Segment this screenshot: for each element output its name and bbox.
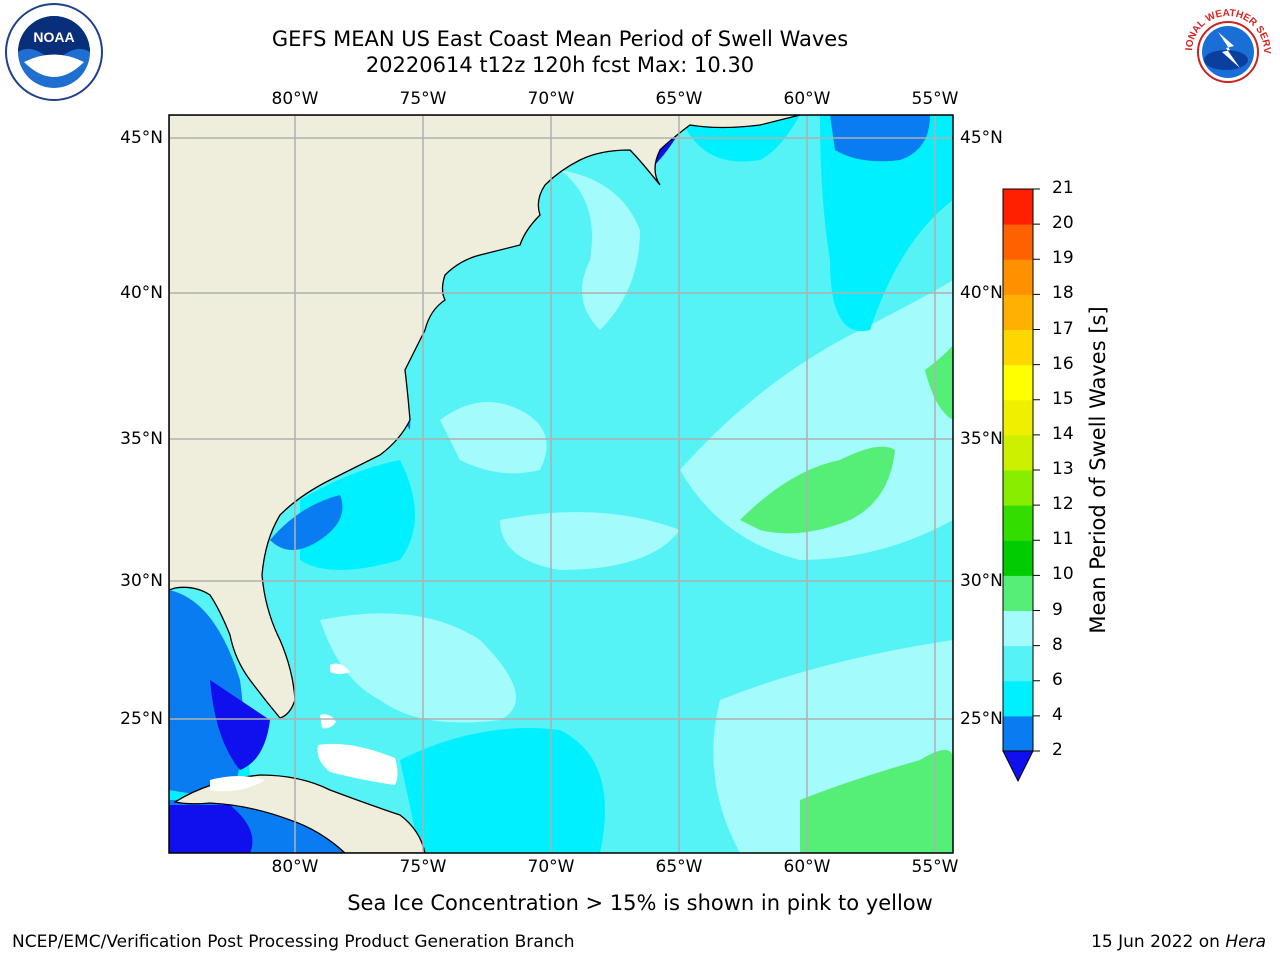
lat-label: 35°N	[960, 429, 1003, 449]
lon-label: 80°W	[271, 89, 319, 109]
chart-subtitle: 20220614 t12z 120h fcst Max: 10.30	[365, 53, 755, 77]
lat-lon-grid	[169, 115, 953, 853]
land-cuba	[173, 774, 426, 853]
lon-label: 55°W	[911, 89, 959, 109]
footer-machine: Hera	[1225, 932, 1266, 952]
swell-lt2-region	[210, 680, 270, 770]
colorbar-segment	[1003, 189, 1033, 225]
lat-label: 25°N	[120, 709, 163, 729]
colorbar-tick-label: 8	[1052, 634, 1063, 655]
colorbar-tick-label: 18	[1052, 283, 1074, 304]
footer-credit: NCEP/EMC/Verification Post Processing Pr…	[12, 932, 575, 952]
swell-8-9-region	[560, 170, 640, 330]
lat-label: 30°N	[960, 571, 1003, 591]
swell-9-10-region	[800, 750, 953, 853]
lat-label: 30°N	[120, 571, 163, 591]
lat-label: 45°N	[960, 128, 1003, 148]
lat-label: 40°N	[120, 283, 163, 303]
colorbar-tick-label: 17	[1052, 318, 1074, 339]
colorbar-segment	[1003, 434, 1033, 471]
lon-label: 70°W	[527, 89, 575, 109]
swell-8-9-region	[320, 613, 516, 723]
noaa-logo-text: NOAA	[33, 29, 74, 45]
colorbar-tick-label: 9	[1052, 599, 1063, 620]
swell-8-9-region	[500, 512, 680, 570]
colorbar-segment	[1003, 645, 1033, 682]
lon-label: 75°W	[399, 857, 447, 877]
colorbar-tick-label: 11	[1052, 529, 1074, 550]
no-data-bahamas	[317, 743, 398, 785]
colorbar-segment	[1003, 470, 1033, 506]
land-north-america	[169, 115, 801, 719]
colorbar-tick-label: 13	[1052, 459, 1074, 479]
colorbar-segment	[1003, 610, 1033, 647]
swell-8-9-region	[680, 280, 953, 560]
colorbar-segment	[1003, 399, 1033, 436]
colorbar-tick-label: 2	[1052, 740, 1063, 760]
colorbar-underflow-triangle	[1002, 750, 1034, 783]
lon-label: 80°W	[271, 857, 319, 877]
noaa-logo: NOAA	[5, 3, 103, 101]
swell-2-4-region	[169, 590, 244, 800]
swell-4-6-region	[820, 115, 953, 332]
lon-label: 65°W	[655, 89, 703, 109]
footer-date-text: 15 Jun 2022 on	[1091, 932, 1226, 952]
colorbar-segment	[1003, 715, 1033, 752]
colorbar-segment	[1003, 224, 1033, 260]
colorbar-tick-label: 4	[1052, 704, 1063, 725]
no-data-bahamas	[330, 663, 350, 674]
colorbar-tick-label: 15	[1052, 388, 1074, 409]
map-frame	[168, 114, 954, 854]
colorbar-tick-label: 20	[1052, 213, 1074, 234]
lon-label: 60°W	[783, 89, 831, 109]
swell-8-9-region	[440, 402, 547, 474]
lon-label: 75°W	[399, 89, 447, 109]
colorbar-segment	[1003, 364, 1033, 401]
colorbar-segment	[1003, 540, 1033, 576]
colorbar-segment	[1003, 259, 1033, 295]
swell-2-4-region	[270, 495, 343, 550]
colorbar-segment	[1003, 680, 1033, 717]
no-data-bahamas	[320, 714, 336, 729]
colorbar-tick-label: 16	[1052, 353, 1074, 374]
swell-9-10-region	[740, 446, 895, 534]
no-data-florida-bay	[210, 776, 265, 792]
swell-4-6-region	[400, 728, 605, 853]
colorbar-label: Mean Period of Swell Waves [s]	[1086, 306, 1110, 634]
lon-label: 60°W	[783, 857, 831, 877]
swell-9-10-region	[925, 345, 953, 420]
colorbar-segment	[1003, 505, 1033, 541]
colorbar-tick-label: 12	[1052, 494, 1074, 515]
colorbar-tick-label: 19	[1052, 248, 1074, 269]
colorbar-tick-label: 14	[1052, 423, 1074, 444]
colorbar-segment	[1003, 329, 1033, 366]
colorbar-tick-label: 21	[1052, 178, 1074, 198]
colorbar-segment	[1003, 294, 1033, 330]
nws-logo: NATIONAL WEATHER SERVICE	[1178, 2, 1276, 100]
lon-label: 70°W	[527, 857, 575, 877]
sea-ice-note: Sea Ice Concentration > 15% is shown in …	[347, 891, 933, 915]
swell-4-6-region	[300, 460, 415, 570]
colorbar-segment	[1003, 575, 1033, 611]
chart-title: GEFS MEAN US East Coast Mean Period of S…	[271, 27, 849, 51]
lat-label: 45°N	[120, 128, 163, 148]
colorbar-tick-label: 10	[1052, 564, 1074, 585]
lat-label: 35°N	[120, 429, 163, 449]
colorbar-tick-label: 6	[1052, 669, 1063, 690]
lat-label: 40°N	[960, 283, 1003, 303]
swell-lt2-region	[169, 805, 253, 853]
lon-label: 65°W	[655, 857, 703, 877]
lat-label: 25°N	[960, 709, 1003, 729]
footer-date: 15 Jun 2022 on Hera	[1091, 932, 1266, 952]
lon-label: 55°W	[911, 857, 959, 877]
